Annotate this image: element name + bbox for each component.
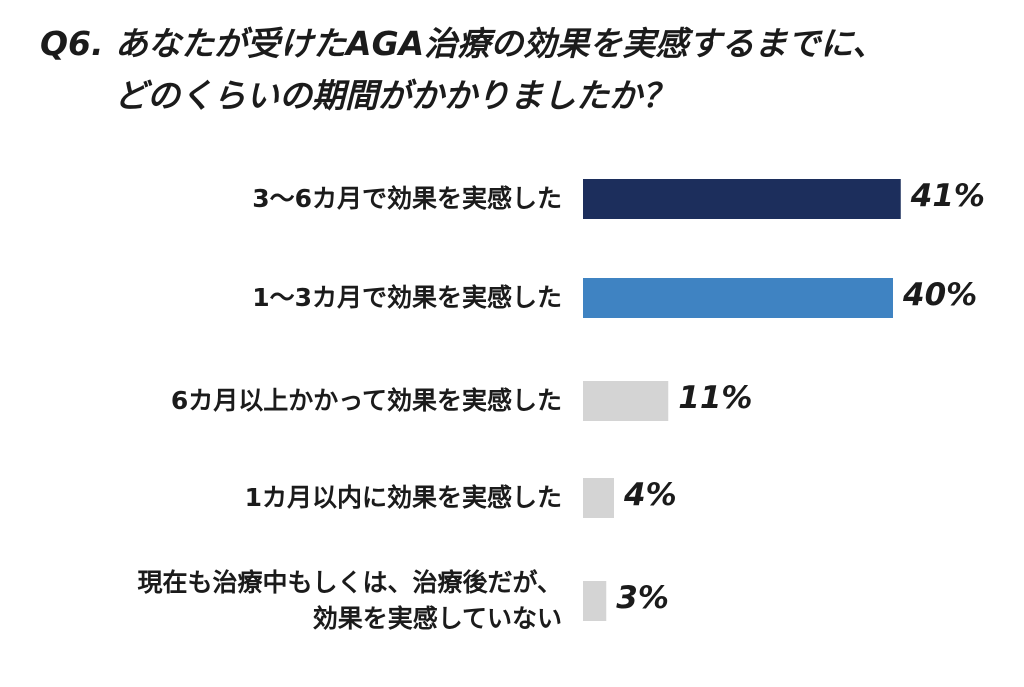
- category-label-4: 現在も治療中もしくは、治療後だが、効果を実感していない: [0, 565, 562, 637]
- value-label-3: 4%: [624, 477, 677, 513]
- chart-title-line-1: Q6. あなたが受けたAGA治療の効果を実感するまでに、: [40, 24, 886, 63]
- value-label-2: 11%: [678, 380, 753, 416]
- bar-0: [583, 179, 901, 219]
- bar-3: [583, 478, 614, 518]
- category-label-2-line-0: 6カ月以上かかって効果を実感した: [170, 386, 562, 415]
- category-label-3-line-0: 1カ月以内に効果を実感した: [244, 483, 562, 512]
- value-label-1: 40%: [903, 277, 978, 313]
- chart-title-line-2: どのくらいの期間がかかりましたか？: [114, 76, 675, 115]
- category-label-0-line-0: 3〜6カ月で効果を実感した: [252, 184, 562, 213]
- category-label-1-line-0: 1〜3カ月で効果を実感した: [252, 283, 562, 312]
- category-label-2: 6カ月以上かかって効果を実感した: [0, 383, 562, 419]
- value-label-0: 41%: [910, 178, 985, 214]
- category-label-1: 1〜3カ月で効果を実感した: [0, 280, 562, 316]
- value-label-4: 3%: [616, 580, 669, 616]
- bar-4: [583, 581, 607, 621]
- chart-title: Q6. あなたが受けたAGA治療の効果を実感するまでに、 どのくらいの期間がかか…: [40, 18, 1000, 122]
- category-label-0: 3〜6カ月で効果を実感した: [0, 181, 562, 217]
- bar-2: [583, 381, 669, 421]
- category-label-3: 1カ月以内に効果を実感した: [0, 480, 562, 516]
- category-label-4-line-0: 現在も治療中もしくは、治療後だが、: [137, 568, 562, 597]
- bar-1: [583, 278, 893, 318]
- category-label-4-line-1: 効果を実感していない: [312, 604, 562, 633]
